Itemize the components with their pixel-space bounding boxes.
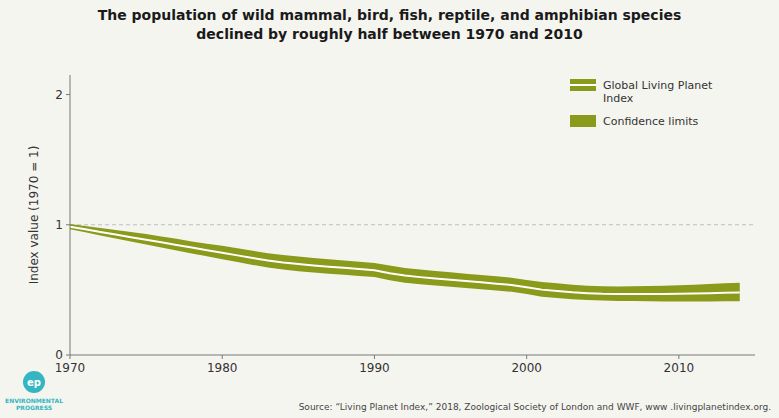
x-tick xyxy=(374,355,375,359)
reference-line xyxy=(70,224,755,225)
x-tick-label: 2000 xyxy=(511,361,542,375)
logo-circle xyxy=(23,371,45,393)
text-line: ENVIRONMENTAL xyxy=(5,397,63,404)
logo-text: ep xyxy=(27,377,41,388)
x-tick xyxy=(222,355,223,359)
y-axis xyxy=(70,75,71,355)
legend-label: Global Living PlanetIndex xyxy=(603,79,713,105)
x-tick-label: 1980 xyxy=(207,361,238,375)
source: Source: “Living Planet Index,” 2018, Zoo… xyxy=(299,402,771,412)
legend-swatch xyxy=(570,115,596,127)
y-axis-label: Index value (1970 = 1) xyxy=(27,146,41,285)
y-tick-label: 2 xyxy=(55,88,63,102)
chart: The population of wild mammal, bird, fis… xyxy=(0,0,779,418)
x-axis xyxy=(70,355,755,356)
text-line: The population of wild mammal, bird, fis… xyxy=(98,7,682,23)
y-tick xyxy=(66,355,70,356)
x-tick-label: 1970 xyxy=(55,361,86,375)
legend-label: Confidence limits xyxy=(603,115,699,128)
x-tick xyxy=(70,355,71,359)
title: The population of wild mammal, bird, fis… xyxy=(98,7,682,42)
legend-swatch xyxy=(570,79,596,91)
logo-text: ENVIRONMENTALPROGRESS xyxy=(5,397,63,411)
y-tick xyxy=(66,94,70,95)
index-line xyxy=(70,227,740,294)
x-tick xyxy=(526,355,527,359)
text-line: Confidence limits xyxy=(603,115,699,128)
background xyxy=(0,0,779,418)
plot-area xyxy=(70,224,740,301)
confidence-band xyxy=(70,224,740,301)
text-line: Index xyxy=(603,92,634,105)
legend-swatch-line xyxy=(570,84,596,86)
text-line: declined by roughly half between 1970 an… xyxy=(196,26,583,42)
y-tick-label: 1 xyxy=(55,218,63,232)
text-line: PROGRESS xyxy=(16,404,52,411)
x-tick-label: 2010 xyxy=(664,361,695,375)
y-tick xyxy=(66,224,70,225)
x-tick-label: 1990 xyxy=(359,361,390,375)
legend: Global Living PlanetIndex Confidence limi… xyxy=(570,79,713,128)
x-tick xyxy=(678,355,679,359)
y-tick-label: 0 xyxy=(55,348,63,362)
text-line: Global Living Planet xyxy=(603,79,713,92)
